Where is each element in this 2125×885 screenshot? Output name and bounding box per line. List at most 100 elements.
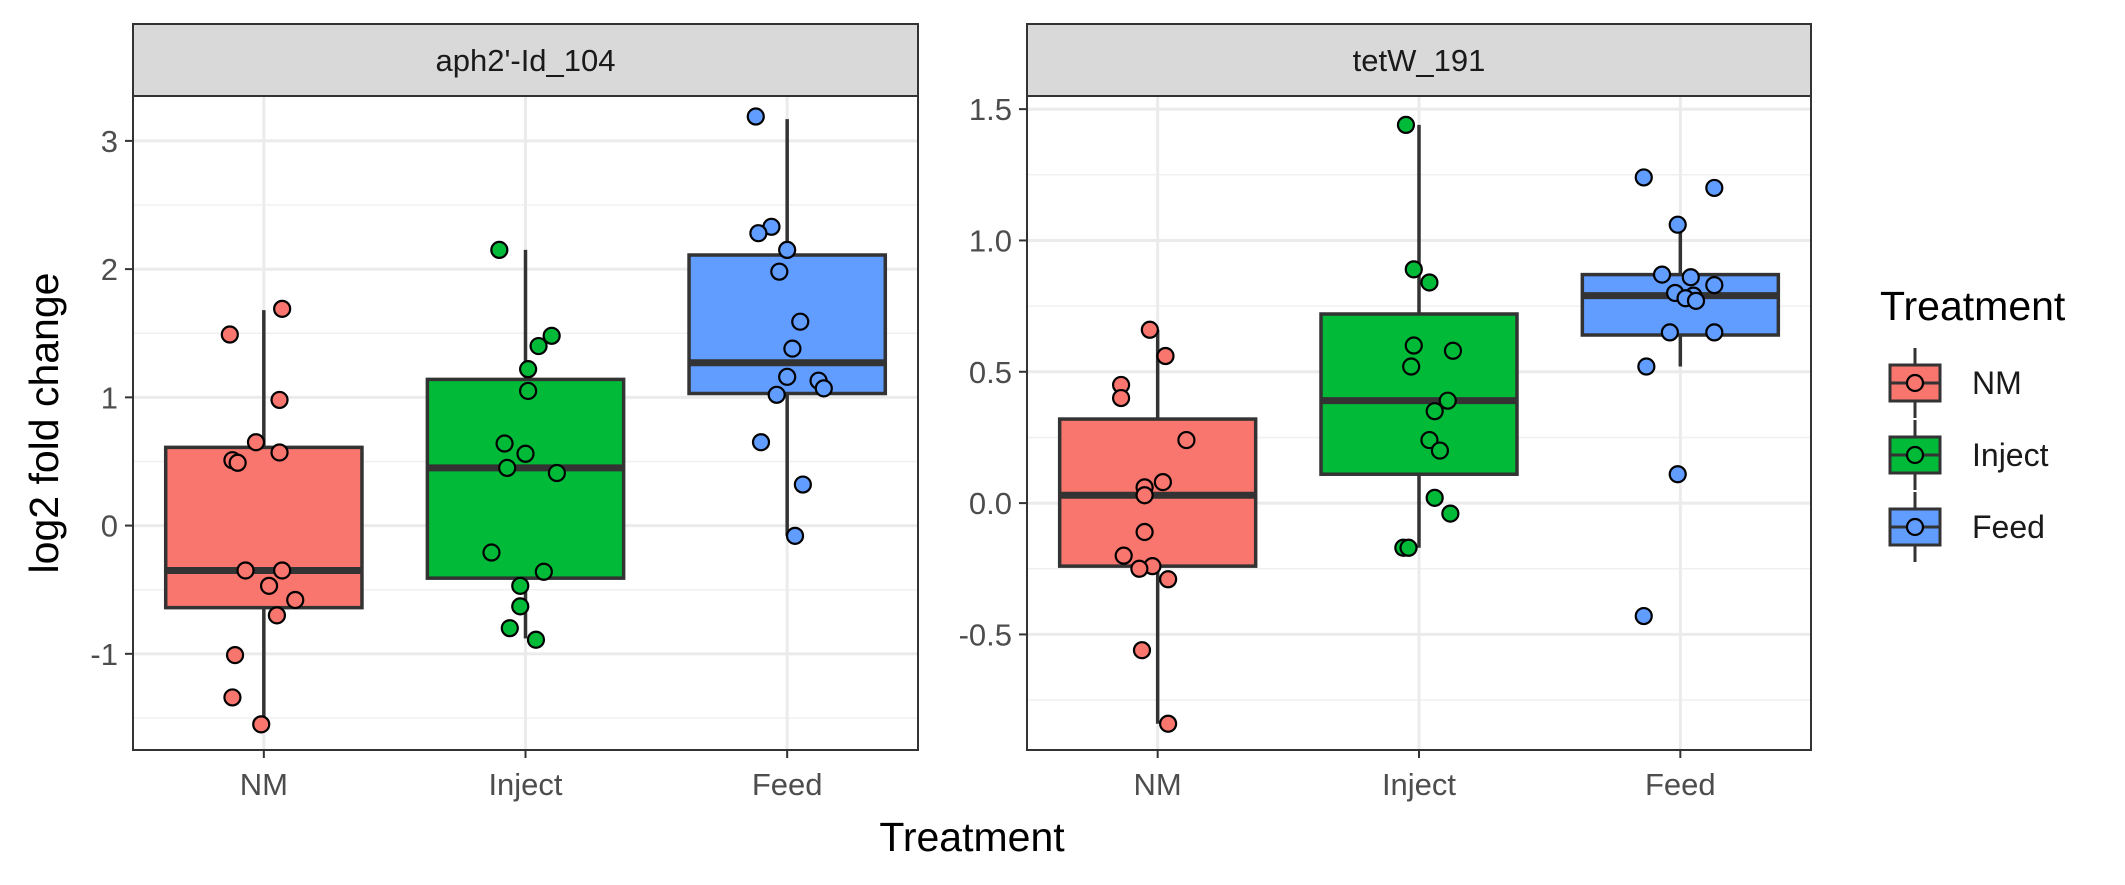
- data-point: [1177, 430, 1196, 450]
- boxplot-inject: [425, 249, 626, 639]
- y-tick-label: 2: [101, 252, 118, 287]
- data-point: [1402, 357, 1421, 376]
- x-tick-label: Feed: [1645, 767, 1716, 802]
- data-point: [778, 240, 797, 259]
- data-point: [1132, 641, 1152, 660]
- data-point: [1396, 115, 1416, 134]
- data-point: [519, 381, 538, 401]
- data-point: [1159, 570, 1178, 589]
- legend-item-feed: Feed: [1888, 492, 2045, 562]
- x-axis-1: NM Inject Feed: [240, 750, 823, 802]
- y-axis-title: log2 fold change: [21, 273, 67, 574]
- data-point: [793, 475, 812, 494]
- data-point: [751, 433, 771, 452]
- data-point: [270, 443, 289, 462]
- data-point: [783, 339, 802, 358]
- points-2: [1111, 115, 1724, 733]
- y-tick-label: 0.0: [969, 486, 1012, 521]
- data-point: [534, 562, 553, 581]
- facet-title-2: tetW_191: [1353, 43, 1486, 78]
- y-tick-label: -0.5: [959, 617, 1012, 652]
- data-point: [542, 326, 561, 345]
- data-point: [490, 240, 509, 259]
- data-point: [1130, 559, 1149, 578]
- data-point: [511, 597, 530, 616]
- data-point: [785, 526, 805, 545]
- facet-title-1: aph2'-Id_104: [435, 43, 615, 78]
- data-point: [529, 336, 548, 356]
- data-point: [1420, 273, 1439, 292]
- data-point: [511, 576, 530, 595]
- x-tick-label: NM: [240, 767, 288, 802]
- x-tick-label: Inject: [1382, 767, 1456, 802]
- data-point: [778, 367, 797, 386]
- data-point: [273, 561, 292, 580]
- legend-label: Feed: [1972, 509, 2045, 545]
- data-point: [482, 543, 501, 562]
- y-tick-label: 1.5: [969, 92, 1012, 127]
- y-axis-2: 1.5 1.0 0.5 0.0 -0.5: [959, 92, 1027, 652]
- data-point: [1705, 276, 1724, 295]
- data-point: [516, 444, 535, 463]
- data-point: [767, 385, 786, 404]
- data-point: [1634, 606, 1653, 626]
- x-axis-2: NM Inject Feed: [1134, 750, 1716, 802]
- data-point: [252, 715, 271, 734]
- data-point: [1135, 522, 1154, 542]
- legend: Treatment NM Inject Feed: [1880, 283, 2066, 562]
- data-point: [286, 590, 305, 610]
- box-iqr: [425, 377, 626, 580]
- data-point: [236, 561, 255, 580]
- data-point: [1430, 441, 1450, 460]
- data-point: [746, 107, 765, 126]
- data-point: [1705, 178, 1724, 198]
- data-point: [228, 453, 247, 472]
- data-point: [1140, 320, 1159, 339]
- data-point: [519, 360, 538, 379]
- data-point: [770, 262, 789, 281]
- data-point: [498, 458, 517, 477]
- facet-panel-1: aph2'-Id_104 3 2 1 0 -1 NM Inject Feed: [90, 23, 919, 802]
- data-point: [1425, 488, 1444, 507]
- data-point: [1660, 323, 1679, 342]
- data-point: [526, 630, 546, 649]
- data-point: [1705, 323, 1724, 342]
- data-point: [1156, 346, 1175, 366]
- legend-item-nm: NM: [1888, 348, 2022, 418]
- points-1: [220, 107, 833, 734]
- legend-label: NM: [1972, 365, 2022, 401]
- y-tick-label: 0: [101, 509, 118, 544]
- data-point: [1399, 538, 1418, 557]
- data-point: [1135, 486, 1154, 505]
- legend-key-point: [1905, 445, 1925, 465]
- y-tick-label: 1.0: [969, 223, 1012, 258]
- data-point: [1114, 546, 1133, 565]
- facet-panel-2: tetW_191 1.5 1.0 0.5 0.0 -0.5 NM Inject Feed: [959, 23, 1812, 802]
- data-point: [500, 619, 519, 638]
- y-tick-label: 1: [101, 380, 118, 415]
- data-point: [814, 379, 833, 398]
- legend-title: Treatment: [1880, 283, 2066, 329]
- data-point: [1420, 430, 1439, 450]
- data-point: [1438, 391, 1457, 410]
- box-iqr: [1319, 312, 1519, 476]
- y-tick-label: 3: [101, 124, 118, 159]
- data-point: [1153, 472, 1172, 492]
- boxes-1: [163, 119, 888, 725]
- y-axis-1: 3 2 1 0 -1: [90, 124, 133, 672]
- legend-key-point: [1905, 517, 1925, 537]
- data-point: [791, 312, 810, 331]
- data-point: [749, 224, 768, 243]
- y-tick-label: -1: [90, 637, 118, 672]
- data-point: [246, 433, 266, 452]
- data-point: [495, 434, 514, 453]
- data-point: [1668, 465, 1687, 484]
- data-point: [1634, 168, 1653, 187]
- data-point: [1159, 714, 1178, 733]
- x-tick-label: Inject: [488, 767, 562, 802]
- x-axis-title: Treatment: [879, 814, 1065, 860]
- legend-items: NM Inject Feed: [1888, 348, 2049, 562]
- boxes-2: [1057, 124, 1781, 724]
- data-point: [267, 606, 287, 625]
